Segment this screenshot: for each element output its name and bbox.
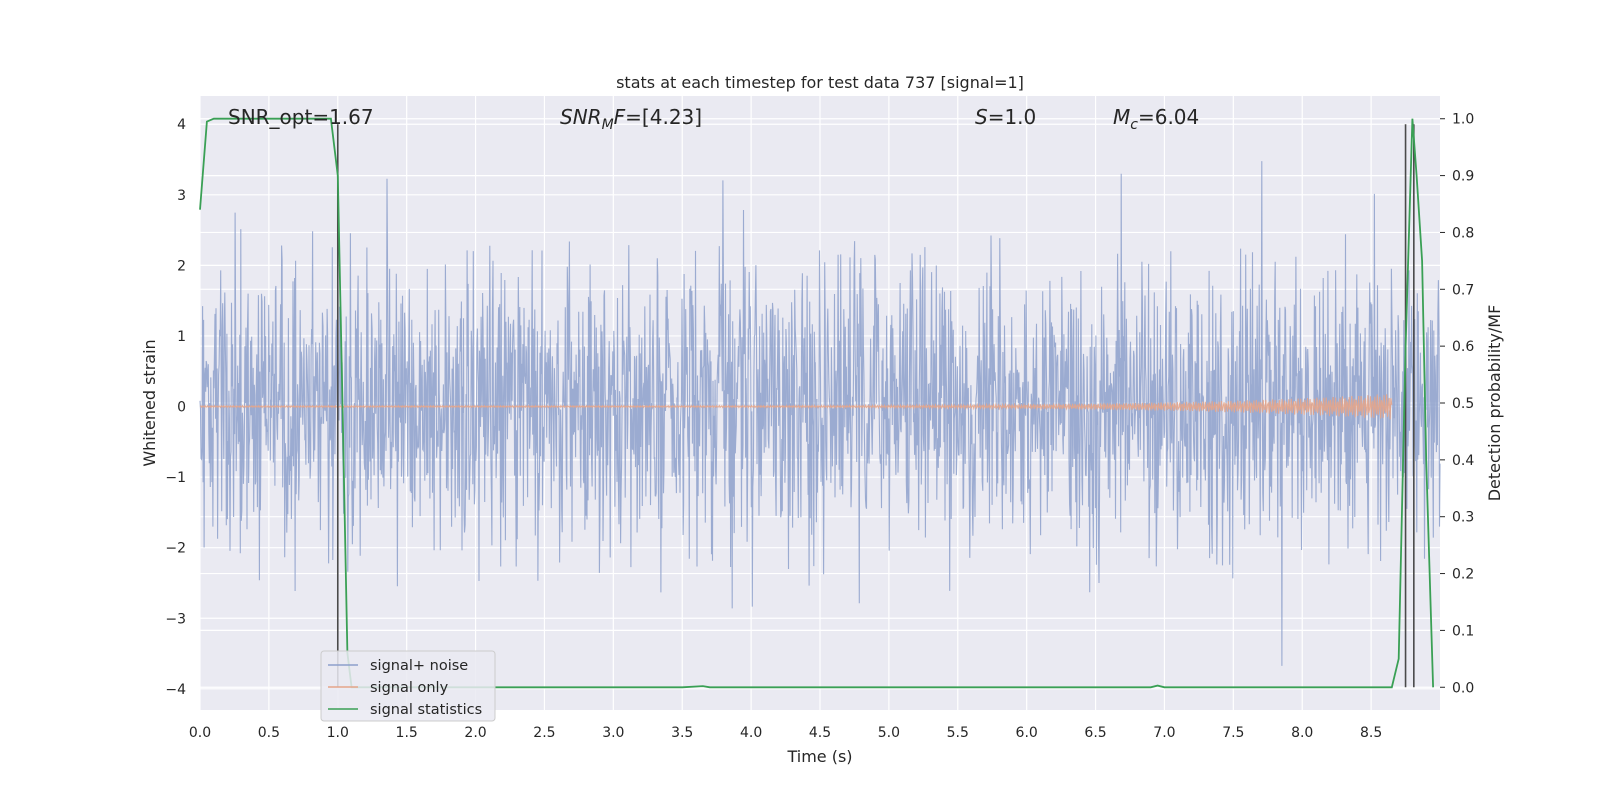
y-right-tick-label: 0.6 [1452, 339, 1474, 355]
x-tick-labels: 0.0 0.5 1.0 1.5 2.0 2.5 3.0 3.5 4.0 4.5 5.0 5.5 6.0 6… [189, 725, 1382, 741]
y-left-axis-title: Whitened strain [140, 339, 159, 466]
legend: signal+ noise signal only signal statist… [320, 650, 496, 722]
x-tick-label: 4.5 [809, 725, 831, 741]
x-tick-label: 4.0 [740, 725, 762, 741]
x-tick-label: 2.5 [533, 725, 555, 741]
y-right-tick-label: 0.2 [1452, 567, 1474, 583]
legend-label-signal-noise: signal+ noise [370, 658, 468, 674]
legend-label-signal-statistics: signal statistics [370, 702, 482, 718]
annotation-snr-mf-value: F=[4.23] [614, 105, 702, 129]
legend-label-signal-only: signal only [370, 680, 449, 696]
y-right-tick-label: 0.1 [1452, 623, 1474, 639]
y-left-tick-label: −3 [165, 611, 186, 627]
y-left-tick-label: −1 [165, 470, 186, 486]
y-left-tick-label: 4 [177, 117, 186, 133]
annotation-mc-subscript: c [1130, 117, 1138, 133]
annotation-s-value: =1.0 [988, 105, 1037, 129]
annotation-mc-value: =6.04 [1138, 105, 1199, 129]
chart-title: stats at each timestep for test data 737… [616, 73, 1024, 92]
y-right-tick-label: 0.7 [1452, 282, 1474, 298]
x-tick-label: 3.5 [671, 725, 693, 741]
signal-only-line [199, 394, 1393, 420]
annotation-mc-symbol: M [1113, 105, 1130, 129]
x-axis-title: Time (s) [786, 747, 852, 766]
x-tick-label: 1.0 [327, 725, 349, 741]
y-right-tick-labels: 1.0 0.9 0.8 0.7 0.6 0.5 0.4 0.3 0.2 0.1 0.0 [1440, 112, 1474, 696]
x-tick-label: 8.5 [1360, 725, 1382, 741]
annotation-snr-mf-subscript: M [602, 117, 614, 133]
series-signal-noise [199, 161, 1441, 666]
signal-noise-line [199, 161, 1441, 666]
x-tick-label: 0.5 [258, 725, 280, 741]
annotation-snr-mf: SNRMF=[4.23] [560, 105, 702, 133]
x-tick-label: 7.5 [1222, 725, 1244, 741]
y-right-tick-label: 0.8 [1452, 225, 1474, 241]
y-right-tick-label: 0.9 [1452, 169, 1474, 185]
series-signal-only [199, 394, 1393, 420]
y-left-tick-labels: 4 3 2 1 0 −1 −2 −3 −4 [165, 117, 186, 698]
x-tick-label: 3.0 [602, 725, 624, 741]
y-left-tick-label: 1 [177, 329, 186, 345]
x-tick-label: 6.5 [1084, 725, 1106, 741]
annotation-mc: Mc=6.04 [1113, 105, 1199, 133]
annotation-snr-opt: SNR_opt=1.67 [228, 105, 374, 129]
y-left-tick-label: 2 [177, 258, 186, 274]
y-left-tick-label: 0 [177, 400, 186, 416]
signal-statistics-line [199, 117, 1434, 689]
x-tick-label: 5.0 [878, 725, 900, 741]
y-right-tick-label: 0.0 [1452, 680, 1474, 696]
annotation-snr-mf-symbol: SNR [560, 105, 602, 129]
x-tick-label: 6.0 [1016, 725, 1038, 741]
x-tick-label: 0.0 [189, 725, 211, 741]
x-tick-label: 8.0 [1291, 725, 1313, 741]
series-signal-statistics [199, 117, 1434, 689]
x-tick-label: 1.5 [396, 725, 418, 741]
legend-box [320, 650, 496, 722]
y-right-tick-label: 0.5 [1452, 396, 1474, 412]
y-right-tick-label: 0.3 [1452, 510, 1474, 526]
y-left-tick-label: 3 [177, 188, 186, 204]
annotation-s: S=1.0 [975, 105, 1036, 129]
annotation-s-symbol: S [975, 105, 988, 129]
x-tick-label: 5.5 [947, 725, 969, 741]
y-right-tick-label: 1.0 [1452, 112, 1474, 128]
x-tick-label: 7.0 [1153, 725, 1175, 741]
x-tick-label: 2.0 [464, 725, 486, 741]
y-left-tick-label: −2 [165, 541, 186, 557]
y-right-tick-label: 0.4 [1452, 453, 1474, 469]
y-right-axis-title: Detection probability/MF [1485, 305, 1504, 502]
y-left-tick-label: −4 [165, 682, 186, 698]
